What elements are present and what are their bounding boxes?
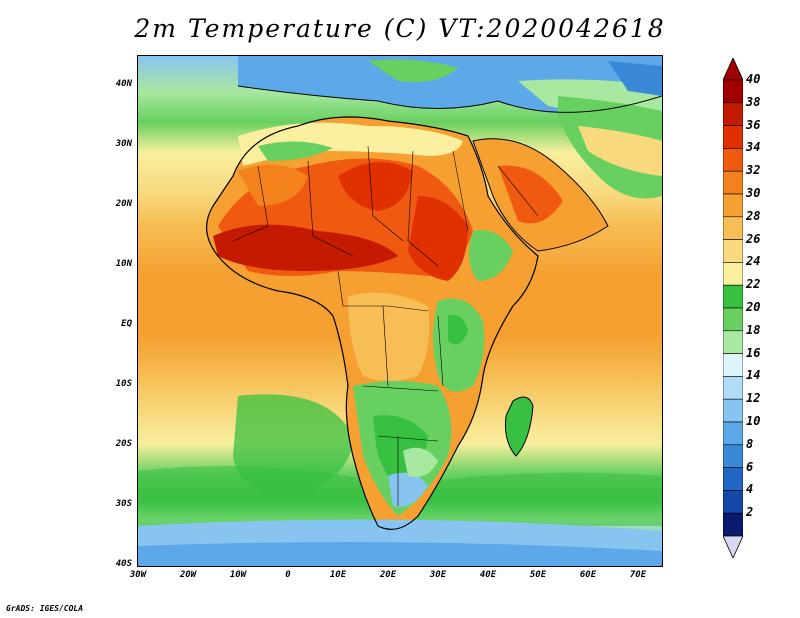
colorbar-tick-label: 36: [746, 117, 761, 132]
lon-tick-label: 70E: [629, 570, 647, 580]
colorbar-segment: [723, 398, 743, 423]
map-title: 2m Temperature (C) VT:2020042618: [134, 14, 666, 43]
colorbar-segment: [723, 353, 743, 377]
lat-tick-label: 40N: [115, 79, 132, 89]
lat-tick-label: 20N: [115, 199, 132, 209]
colorbar-tick-label: 28: [746, 208, 761, 223]
colorbar-tick-label: 6: [746, 459, 754, 474]
lat-tick-label: 10S: [115, 379, 132, 389]
colorbar-segment: [723, 330, 743, 354]
colorbar-tick-label: 10: [746, 414, 761, 428]
colorbar-tick-label: 20: [746, 300, 761, 314]
colorbar-tick-label: 4: [746, 482, 754, 497]
colorbar-tick-label: 14: [746, 368, 761, 383]
colorbar-tick-label: 18: [746, 322, 761, 337]
colorbar-segment: [723, 148, 743, 172]
colorbar-segment: [723, 170, 743, 195]
colorbar-over-triangle: [723, 58, 743, 81]
lon-tick-label: 60E: [579, 570, 597, 580]
lat-tick-label: EQ: [121, 319, 132, 329]
lon-tick-label: 20W: [179, 570, 197, 580]
credit-text: GrADS: IGES/COLA: [6, 604, 84, 613]
country-borders: [232, 145, 539, 506]
colorbar-segment: [723, 421, 743, 446]
colorbar-segment: [723, 284, 743, 309]
colorbar-segment: [723, 376, 743, 400]
colorbar-tick-label: 38: [746, 94, 761, 109]
lat-tick-label: 20S: [115, 439, 132, 449]
lat-tick-label: 30S: [115, 499, 132, 509]
colorbar-tick-label: 26: [746, 231, 761, 246]
colorbar-segment: [723, 490, 743, 514]
africa-coastline: [206, 116, 539, 530]
lat-tick-label: 10N: [115, 259, 132, 269]
colorbar-tick-label: 34: [746, 140, 761, 155]
colorbar-segment: [723, 467, 743, 491]
colorbar-tick-label: 16: [746, 345, 761, 360]
lon-tick-label: 10E: [329, 570, 347, 580]
colorbar-tick-label: 24: [746, 254, 761, 269]
colorbar-under-triangle: [723, 535, 743, 558]
colorbar-segment: [723, 512, 743, 537]
lon-tick-label: 30W: [129, 570, 147, 580]
colorbar-segment: [723, 125, 743, 149]
colorbar-segment: [723, 239, 743, 263]
colorbar: [723, 58, 743, 558]
colorbar-segment: [723, 262, 743, 286]
temperature-map: [137, 55, 663, 567]
colorbar-segment: [723, 444, 743, 468]
colorbar-segment: [723, 307, 743, 332]
temperature-field: [138, 56, 662, 566]
colorbar-segment: [723, 216, 743, 240]
colorbar-tick-label: 40: [746, 72, 761, 86]
colorbar-segment: [723, 79, 743, 104]
lat-tick-label: 30N: [115, 139, 132, 149]
madagascar: [505, 397, 533, 456]
lon-tick-label: 40E: [479, 570, 497, 580]
colorbar-tick-label: 22: [746, 277, 761, 292]
lon-tick-label: 50E: [529, 570, 547, 580]
lon-tick-label: 20E: [379, 570, 397, 580]
lon-tick-label: 10W: [229, 570, 247, 580]
lon-tick-label: 0: [285, 570, 291, 580]
colorbar-tick-label: 2: [746, 505, 754, 520]
lon-tick-label: 30E: [429, 570, 447, 580]
colorbar-segment: [723, 102, 743, 126]
colorbar-tick-label: 30: [746, 186, 761, 200]
colorbar-segment: [723, 193, 743, 218]
colorbar-tick-label: 12: [746, 391, 761, 406]
colorbar-tick-label: 32: [746, 163, 761, 178]
colorbar-tick-label: 8: [746, 436, 754, 451]
lat-tick-label: 40S: [115, 559, 132, 569]
